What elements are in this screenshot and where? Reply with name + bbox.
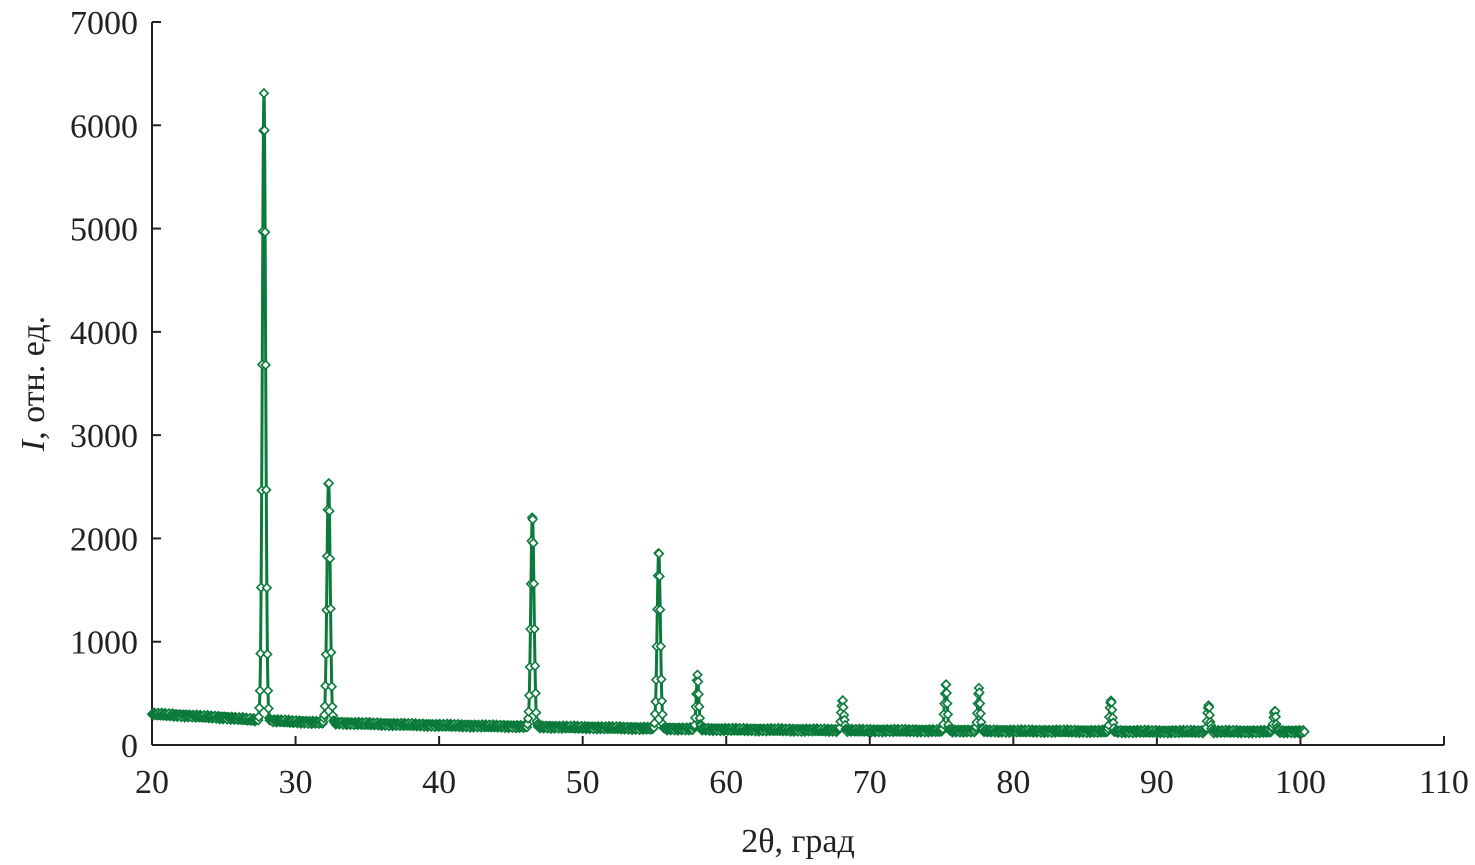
y-axis-title-symbol: I bbox=[15, 438, 52, 452]
data-point bbox=[941, 687, 953, 699]
x-tick-label: 60 bbox=[709, 764, 743, 801]
data-point bbox=[253, 711, 265, 723]
y-tick-label: 0 bbox=[121, 728, 138, 765]
y-axis-title-units: , отн. ед. bbox=[15, 316, 52, 440]
data-point bbox=[259, 124, 270, 136]
data-point bbox=[655, 640, 667, 652]
data-point bbox=[527, 514, 539, 525]
data-point bbox=[323, 477, 335, 489]
data-point bbox=[942, 709, 954, 720]
y-tick-label: 3000 bbox=[70, 418, 138, 455]
data-point bbox=[974, 698, 986, 709]
data-point bbox=[941, 698, 953, 709]
data-point bbox=[693, 688, 704, 700]
data-point bbox=[529, 623, 540, 635]
y-tick-label: 4000 bbox=[70, 315, 138, 352]
x-tick-label: 40 bbox=[422, 764, 456, 801]
data-point bbox=[262, 648, 273, 660]
data-point bbox=[261, 582, 273, 594]
x-axis-title: 2θ, град bbox=[741, 823, 855, 860]
data-point bbox=[530, 707, 542, 718]
data-point bbox=[692, 676, 704, 688]
x-tick-label: 100 bbox=[1275, 764, 1326, 801]
data-point bbox=[528, 578, 540, 590]
x-tick-label: 20 bbox=[135, 764, 169, 801]
data-point bbox=[326, 681, 338, 692]
data-point bbox=[656, 673, 667, 685]
data-point bbox=[325, 647, 337, 658]
data-point bbox=[263, 703, 274, 714]
data-point bbox=[254, 702, 265, 714]
data-point bbox=[974, 687, 985, 698]
data-point bbox=[324, 553, 336, 564]
diffraction-series bbox=[146, 87, 1310, 739]
y-tick-label: 6000 bbox=[70, 108, 138, 145]
diffraction-trace bbox=[150, 93, 1306, 737]
data-point bbox=[254, 685, 266, 697]
data-point bbox=[529, 660, 541, 672]
data-point bbox=[654, 571, 665, 582]
data-point bbox=[325, 603, 336, 615]
x-tick-label: 70 bbox=[853, 764, 887, 801]
y-tick-label: 2000 bbox=[70, 521, 138, 558]
data-point bbox=[318, 709, 330, 721]
data-point bbox=[649, 717, 660, 729]
data-point bbox=[649, 708, 661, 720]
data-point bbox=[326, 701, 338, 712]
data-point bbox=[527, 537, 539, 549]
x-tick-label: 90 bbox=[1140, 764, 1174, 801]
data-point bbox=[522, 718, 533, 730]
data-point bbox=[260, 359, 272, 371]
y-tick-label: 7000 bbox=[70, 5, 138, 42]
x-tick-label: 110 bbox=[1419, 764, 1469, 801]
data-point bbox=[657, 709, 668, 720]
data-point bbox=[319, 700, 331, 712]
y-axis-title: I, отн. ед. bbox=[15, 316, 52, 452]
x-tick-label: 50 bbox=[566, 764, 600, 801]
data-point bbox=[1299, 726, 1310, 738]
data-point bbox=[693, 701, 705, 712]
data-point bbox=[523, 706, 535, 717]
y-ticks: 0 1000 2000 3000 4000 5000 6000 7000 bbox=[70, 5, 161, 765]
data-point bbox=[656, 695, 668, 707]
data-point bbox=[262, 685, 274, 697]
y-tick-label: 5000 bbox=[70, 212, 138, 249]
data-point bbox=[255, 648, 266, 659]
diffraction-markers bbox=[146, 87, 1310, 739]
y-tick-label: 1000 bbox=[70, 625, 138, 662]
x-ticks: 20 30 40 50 60 70 80 90 100 110 bbox=[135, 736, 1469, 801]
data-point bbox=[654, 604, 666, 616]
data-point bbox=[320, 680, 331, 692]
data-point bbox=[258, 87, 270, 99]
data-point bbox=[259, 226, 271, 238]
x-tick-label: 80 bbox=[996, 764, 1030, 801]
data-point bbox=[260, 484, 272, 496]
data-point bbox=[653, 548, 665, 559]
data-point bbox=[324, 505, 335, 517]
x-tick-label: 30 bbox=[279, 764, 313, 801]
axes bbox=[151, 22, 1444, 746]
data-point bbox=[522, 713, 534, 724]
data-point bbox=[530, 687, 541, 699]
